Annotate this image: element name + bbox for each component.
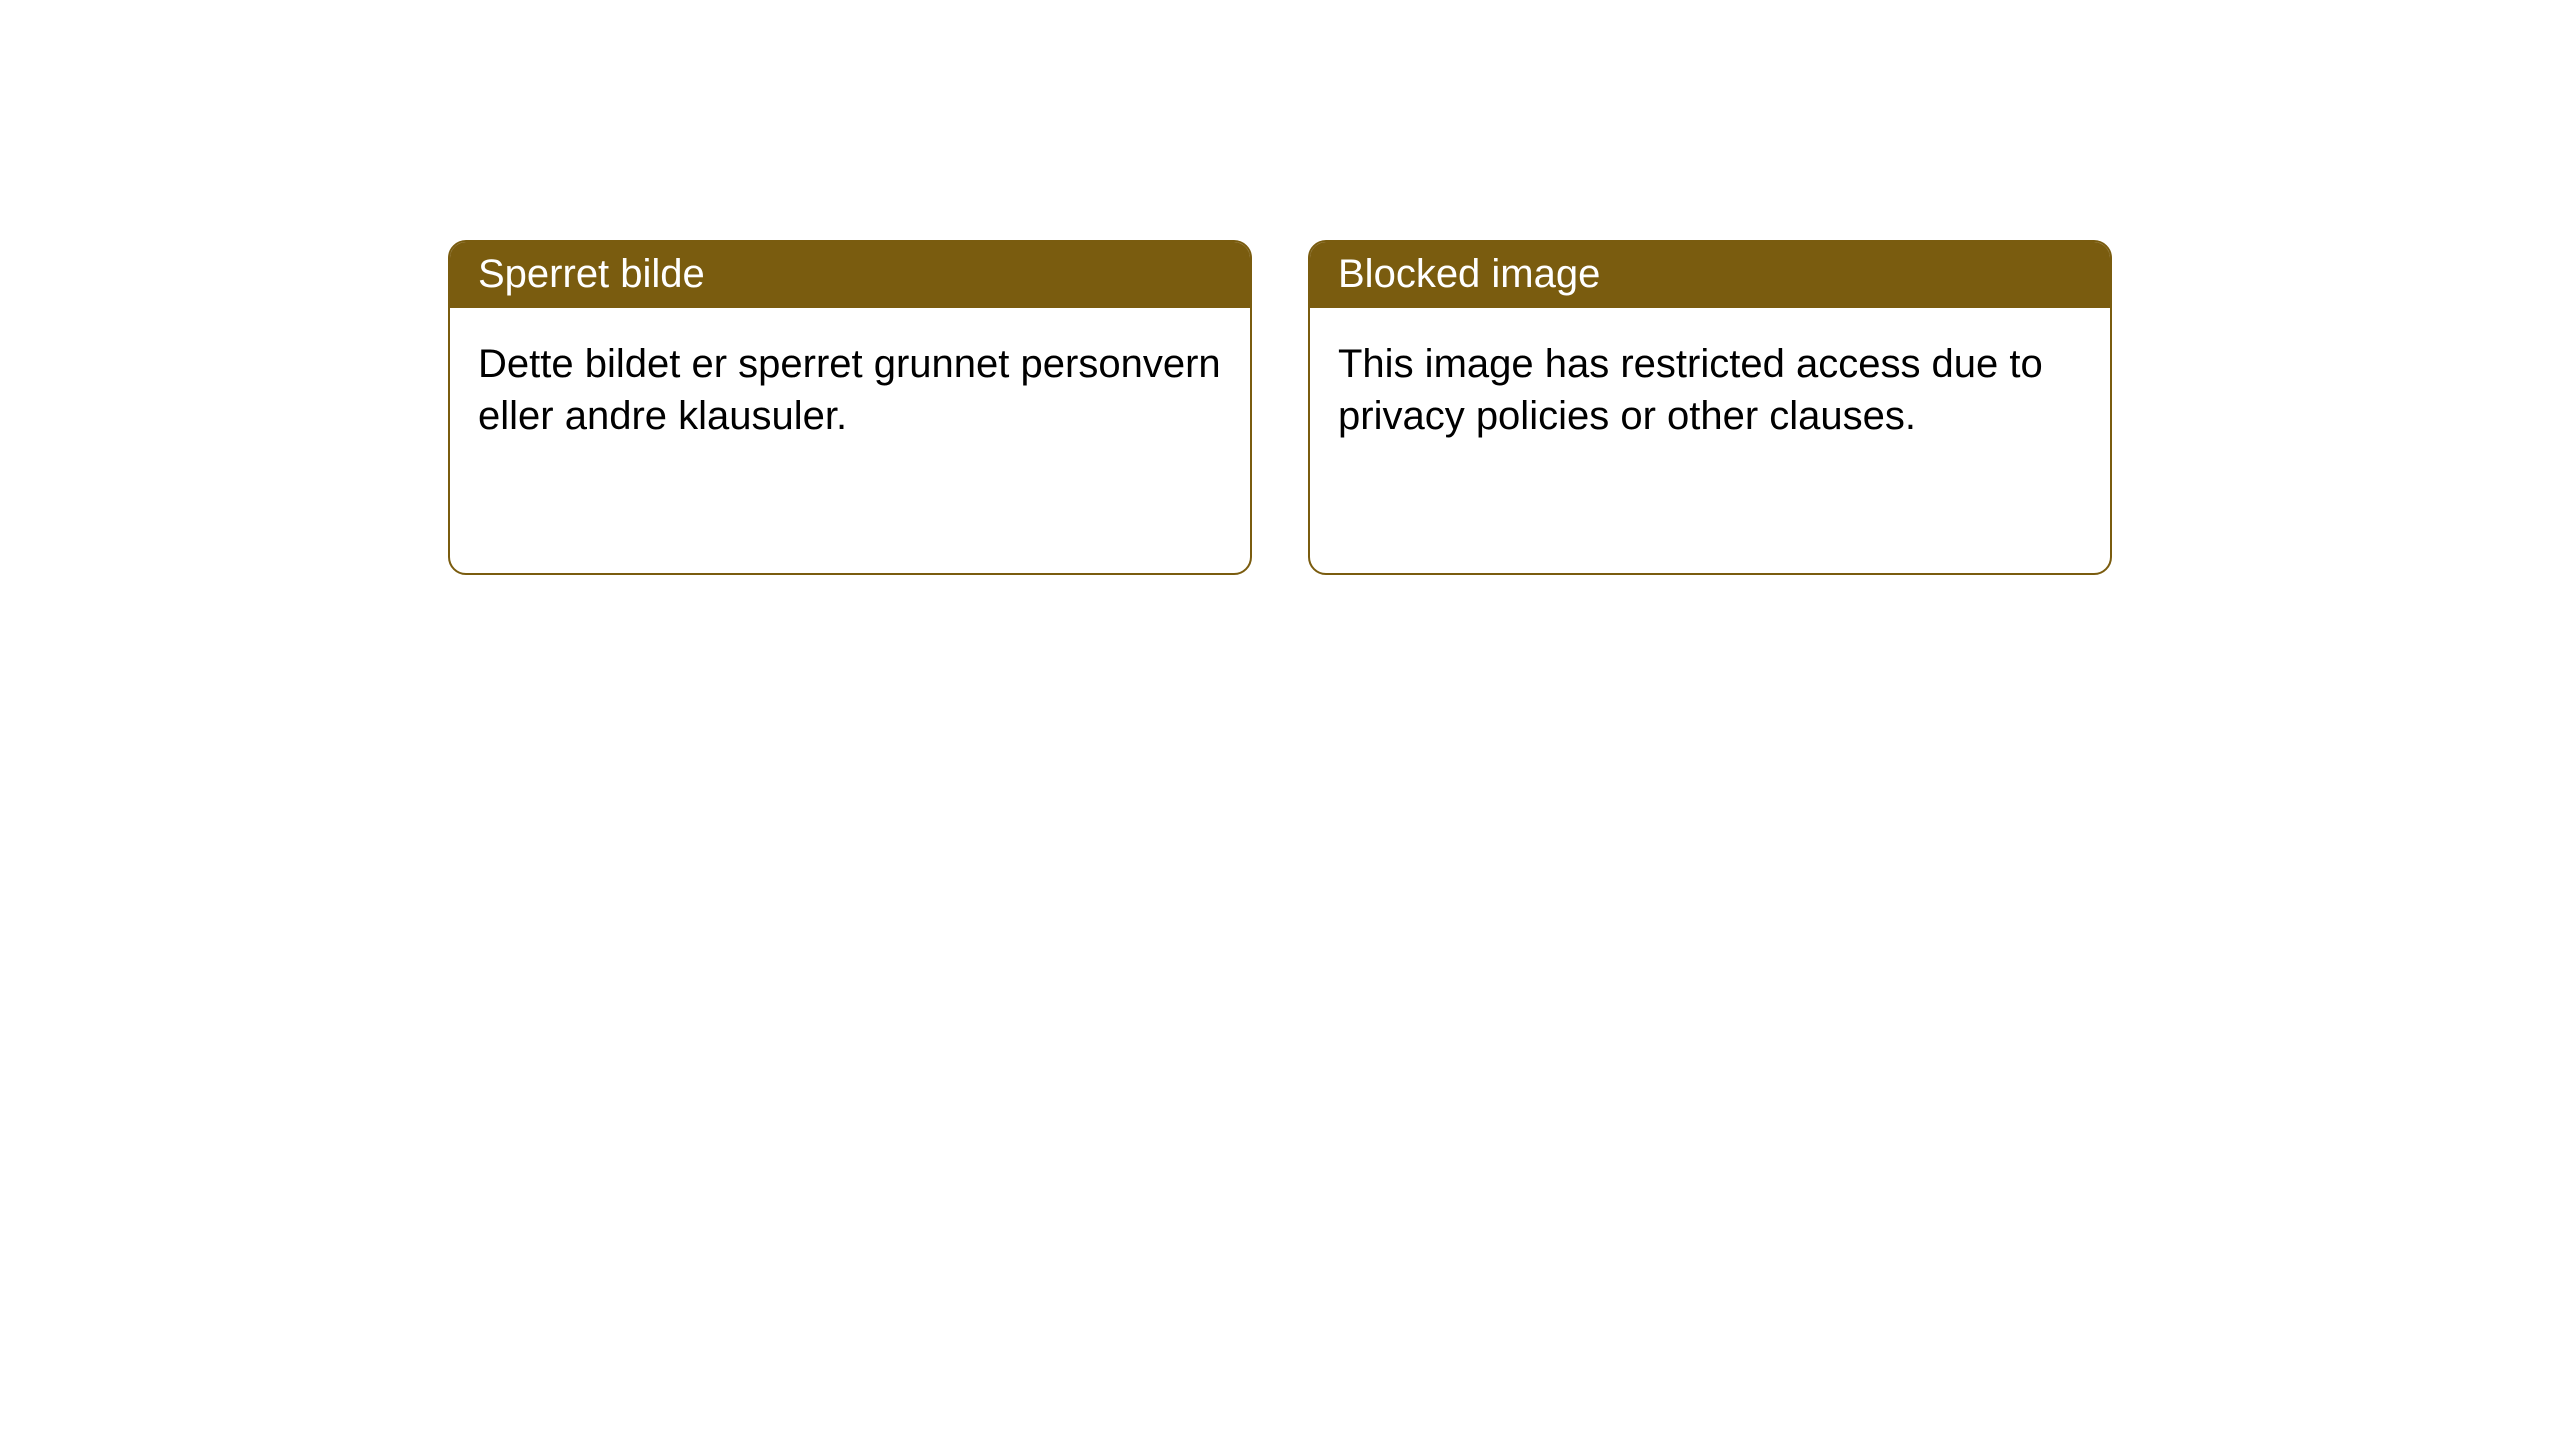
card-body-norwegian: Dette bildet er sperret grunnet personve… — [450, 308, 1250, 472]
card-body-english: This image has restricted access due to … — [1310, 308, 2110, 472]
notice-container: Sperret bilde Dette bildet er sperret gr… — [0, 0, 2560, 575]
card-message-english: This image has restricted access due to … — [1338, 342, 2043, 438]
card-message-norwegian: Dette bildet er sperret grunnet personve… — [478, 342, 1221, 438]
blocked-image-card-norwegian: Sperret bilde Dette bildet er sperret gr… — [448, 240, 1252, 575]
card-header-norwegian: Sperret bilde — [450, 242, 1250, 308]
card-header-english: Blocked image — [1310, 242, 2110, 308]
blocked-image-card-english: Blocked image This image has restricted … — [1308, 240, 2112, 575]
card-title-english: Blocked image — [1338, 252, 1600, 296]
card-title-norwegian: Sperret bilde — [478, 252, 705, 296]
